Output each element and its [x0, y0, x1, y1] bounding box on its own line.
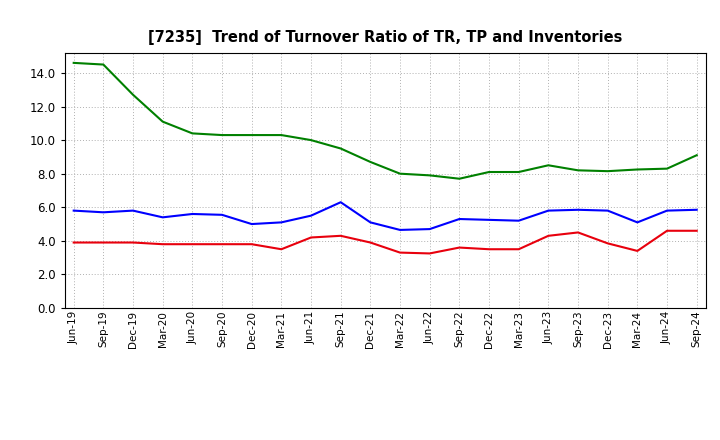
- Inventories: [485, 169, 493, 175]
- Trade Payables: [69, 208, 78, 213]
- Inventories: [248, 132, 256, 138]
- Inventories: [307, 137, 315, 143]
- Trade Payables: [455, 216, 464, 222]
- Trade Receivables: [366, 240, 374, 245]
- Trade Receivables: [693, 228, 701, 233]
- Trade Receivables: [633, 248, 642, 253]
- Inventories: [662, 166, 671, 171]
- Trade Receivables: [336, 233, 345, 238]
- Inventories: [277, 132, 286, 138]
- Trade Payables: [485, 217, 493, 223]
- Trade Receivables: [158, 242, 167, 247]
- Trade Receivables: [99, 240, 108, 245]
- Inventories: [366, 159, 374, 165]
- Trade Payables: [217, 212, 226, 217]
- Inventories: [693, 153, 701, 158]
- Inventories: [633, 167, 642, 172]
- Trade Payables: [396, 227, 405, 233]
- Trade Payables: [426, 227, 434, 232]
- Inventories: [99, 62, 108, 67]
- Title: [7235]  Trend of Turnover Ratio of TR, TP and Inventories: [7235] Trend of Turnover Ratio of TR, TP…: [148, 29, 622, 45]
- Trade Receivables: [514, 246, 523, 252]
- Trade Receivables: [188, 242, 197, 247]
- Trade Payables: [693, 207, 701, 213]
- Trade Receivables: [217, 242, 226, 247]
- Trade Receivables: [69, 240, 78, 245]
- Inventories: [217, 132, 226, 138]
- Trade Payables: [307, 213, 315, 218]
- Inventories: [426, 173, 434, 178]
- Line: Trade Payables: Trade Payables: [73, 202, 697, 230]
- Trade Receivables: [544, 233, 553, 238]
- Line: Inventories: Inventories: [73, 63, 697, 179]
- Inventories: [188, 131, 197, 136]
- Inventories: [574, 168, 582, 173]
- Trade Payables: [366, 220, 374, 225]
- Trade Payables: [99, 210, 108, 215]
- Inventories: [336, 146, 345, 151]
- Trade Payables: [662, 208, 671, 213]
- Line: Trade Receivables: Trade Receivables: [73, 231, 697, 253]
- Trade Payables: [188, 211, 197, 216]
- Trade Receivables: [396, 250, 405, 255]
- Trade Receivables: [662, 228, 671, 233]
- Trade Receivables: [129, 240, 138, 245]
- Trade Receivables: [485, 246, 493, 252]
- Trade Payables: [544, 208, 553, 213]
- Trade Payables: [277, 220, 286, 225]
- Trade Receivables: [574, 230, 582, 235]
- Trade Payables: [248, 221, 256, 227]
- Inventories: [396, 171, 405, 176]
- Trade Payables: [603, 208, 612, 213]
- Trade Receivables: [603, 241, 612, 246]
- Inventories: [603, 169, 612, 174]
- Inventories: [455, 176, 464, 181]
- Trade Payables: [574, 207, 582, 213]
- Trade Receivables: [455, 245, 464, 250]
- Trade Receivables: [307, 235, 315, 240]
- Trade Payables: [514, 218, 523, 224]
- Trade Payables: [633, 220, 642, 225]
- Trade Receivables: [248, 242, 256, 247]
- Inventories: [69, 60, 78, 66]
- Inventories: [129, 92, 138, 97]
- Trade Payables: [158, 215, 167, 220]
- Trade Receivables: [426, 251, 434, 256]
- Inventories: [514, 169, 523, 175]
- Inventories: [158, 119, 167, 124]
- Trade Payables: [129, 208, 138, 213]
- Trade Payables: [336, 200, 345, 205]
- Inventories: [544, 163, 553, 168]
- Trade Receivables: [277, 246, 286, 252]
